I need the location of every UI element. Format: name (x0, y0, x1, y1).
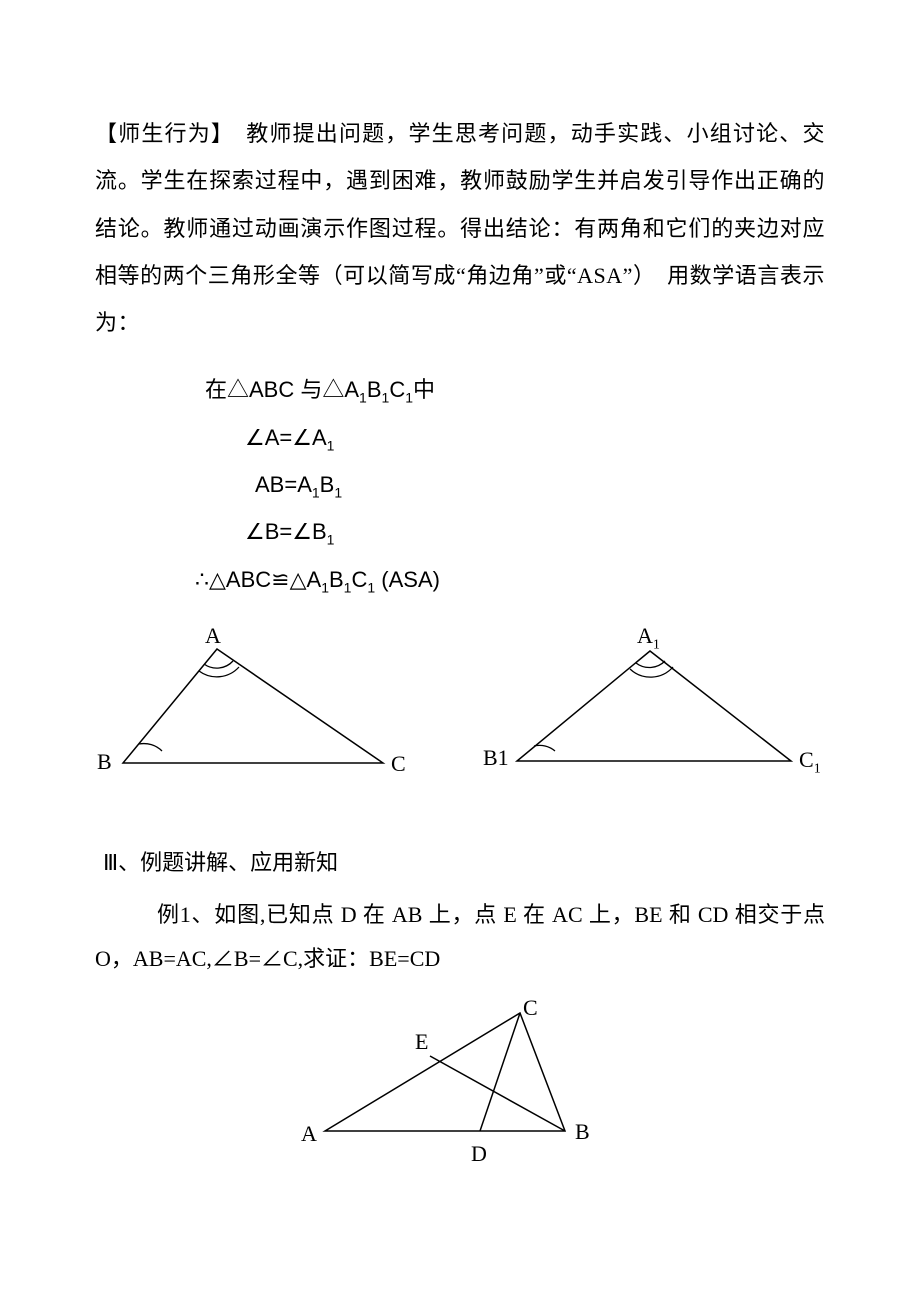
vertex-A-label: A (205, 623, 221, 649)
math-text: B (367, 377, 382, 402)
math-text: B (329, 567, 344, 592)
sub: 1 (321, 579, 329, 595)
example-1-text: 例1、如图,已知点 D 在 AB 上，点 E 在 AC 上，BE 和 CD 相交… (95, 893, 825, 981)
sub: 1 (334, 484, 342, 500)
math-line-5: ∴△ABC≌△A1B1C1 (ASA) (95, 556, 825, 603)
math-text: ∠A=∠A (245, 425, 327, 450)
sub: 1 (327, 437, 335, 453)
sub: 1 (312, 484, 320, 500)
sub: 1 (405, 390, 413, 406)
example-1-content: 例1、如图,已知点 D 在 AB 上，点 E 在 AC 上，BE 和 CD 相交… (95, 893, 825, 981)
math-line-3: AB=A1B1 (95, 461, 825, 508)
math-text: C (351, 567, 367, 592)
triangle-a1b1c1: A1 B1 C1 (495, 641, 815, 786)
math-text: 中 (413, 377, 435, 402)
math-line-2: ∠A=∠A1 (95, 414, 825, 461)
math-text: AB=A (255, 472, 312, 497)
sub: 1 (367, 579, 375, 595)
example-1-svg (305, 1001, 615, 1171)
math-text: 在△ABC 与△A (205, 377, 359, 402)
section-3-title: Ⅲ、例题讲解、应用新知 (95, 841, 825, 885)
math-text: (ASA) (375, 567, 440, 592)
vertex-A1-label: A1 (637, 623, 660, 653)
vertex-A-label: A (301, 1121, 317, 1147)
label-text: A (637, 623, 653, 648)
example-1-figure-wrap: A B C D E (305, 1001, 615, 1176)
example-1-figure: A B C D E (95, 1001, 825, 1176)
math-line-4: ∠B=∠B1 (95, 508, 825, 555)
vertex-C-label: C (523, 995, 538, 1021)
math-text: B (320, 472, 335, 497)
math-expression-block: 在△ABC 与△A1B1C1中 ∠A=∠A1 AB=A1B1 ∠B=∠B1 ∴△… (95, 366, 825, 602)
vertex-B-label: B (97, 749, 112, 775)
math-text: C (389, 377, 405, 402)
triangle-abc: A B C (105, 641, 405, 786)
sub: 1 (359, 390, 367, 406)
vertex-D-label: D (471, 1141, 487, 1167)
vertex-E-label: E (415, 1029, 428, 1055)
vertex-C1-label: C1 (799, 747, 821, 777)
vertex-C-label: C (391, 751, 406, 777)
math-line-1: 在△ABC 与△A1B1C1中 (95, 366, 825, 413)
sub: 1 (653, 637, 660, 652)
math-text: ∴△ABC≌△A (195, 567, 321, 592)
sub: 1 (814, 761, 821, 776)
vertex-B1-label: B1 (483, 745, 509, 771)
triangle-figures-row: A B C A1 B1 C1 (95, 641, 825, 786)
triangle-abc-svg (105, 641, 405, 781)
math-text: ∠B=∠B (245, 519, 327, 544)
vertex-B-label: B (575, 1119, 590, 1145)
label-text: C (799, 747, 814, 772)
triangle-a1b1c1-svg (495, 641, 815, 781)
sub: 1 (327, 532, 335, 548)
teacher-student-paragraph: 【师生行为】 教师提出问题，学生思考问题，动手实践、小组讨论、交流。学生在探索过… (95, 110, 825, 346)
